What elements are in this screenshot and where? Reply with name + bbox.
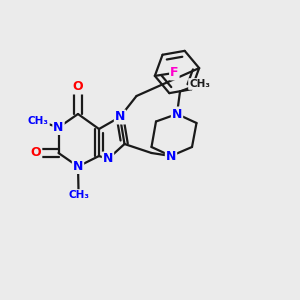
Text: N: N — [103, 152, 113, 166]
Text: O: O — [31, 146, 41, 160]
Text: CH₃: CH₃ — [28, 116, 49, 126]
Text: CH₃: CH₃ — [68, 190, 89, 200]
Text: N: N — [115, 110, 125, 124]
Text: N: N — [166, 149, 176, 163]
Text: N: N — [73, 160, 83, 173]
Text: CH₃: CH₃ — [189, 79, 210, 89]
Text: F: F — [170, 66, 178, 80]
Text: O: O — [73, 80, 83, 94]
Text: N: N — [172, 107, 182, 121]
Text: N: N — [53, 121, 64, 134]
